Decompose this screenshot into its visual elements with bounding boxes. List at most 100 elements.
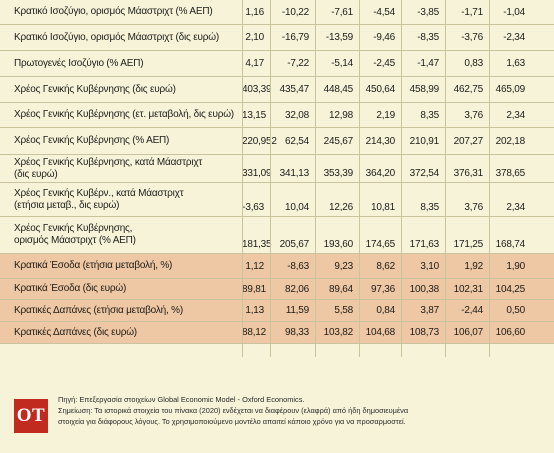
table-cell: -10,22 — [281, 6, 309, 18]
row-label-line: Χρέος Γενικής Κυβέρν., κατά Μάαστριχτ — [14, 187, 184, 199]
table-cell: -7,22 — [287, 58, 309, 69]
table-row: Κρατικό Ισοζύγιο, ορισμός Μάαστριχτ (δις… — [0, 25, 554, 51]
table-row: Χρέος Γενικής Κυβέρνησης, ορισμός Μάαστρι… — [0, 217, 554, 254]
table-cell: 181,35 — [242, 239, 272, 250]
table-cell: 3,76 — [464, 109, 483, 121]
table-row: Κρατικές Δαπάνες (ετήσια μεταβολή, %) 1,1… — [0, 300, 554, 322]
row-label: Πρωτογενές Ισοζύγιο (% ΑΕΠ) — [0, 58, 242, 70]
row-label-line: Χρέος Γενικής Κυβέρνησης (% ΑΕΠ) — [14, 135, 170, 146]
column-divider — [270, 0, 271, 357]
table-cell: 3,76 — [464, 202, 483, 213]
table-cell: 13,15 — [242, 109, 267, 121]
table-cell: -1,47 — [417, 58, 439, 69]
table-cell: 89,64 — [328, 283, 353, 295]
table-cell: 207,27 — [453, 135, 484, 147]
row-label: Χρέος Γενικής Κυβέρνησης (δις ευρώ) — [0, 84, 242, 96]
row-label-line: Χρέος Γενικής Κυβέρνησης (δις ευρώ) — [14, 83, 176, 95]
table-cell: -16,79 — [281, 32, 309, 43]
footer-notes: Πηγή: Επεξεργασία στοιχείων Global Econo… — [58, 394, 544, 427]
table-cell: 9,23 — [334, 260, 353, 272]
table-cell: -3,85 — [417, 6, 439, 18]
table-cell: -1,04 — [503, 6, 525, 18]
table-row: Χρέος Γενικής Κυβέρνησης (δις ευρώ) 403,3… — [0, 77, 554, 103]
table-cell: 193,60 — [323, 239, 354, 250]
table-cell: -2,34 — [503, 32, 525, 43]
note-text-line-2: στοιχεία για διάφορους λόγους. Το χρησιμ… — [58, 417, 406, 426]
table-cell: 32,08 — [284, 109, 309, 121]
table-cell: 448,45 — [323, 84, 354, 95]
table-cell: 220,952 — [242, 135, 277, 147]
table-cell: 106,60 — [495, 327, 526, 338]
table-cell: -8,63 — [287, 260, 309, 272]
table-cell: 214,30 — [365, 135, 396, 147]
table-cell: -7,61 — [331, 6, 353, 18]
table-cell: 103,82 — [323, 327, 354, 338]
table-row: Χρέος Γενικής Κυβέρνησης (% ΑΕΠ) 220,952 6… — [0, 128, 554, 155]
table-cell: 465,09 — [495, 84, 526, 95]
table-cell: -13,59 — [325, 32, 353, 43]
row-label-line: ορισμός Μάαστριχτ (% ΑΕΠ) — [14, 235, 136, 246]
row-label-line: Χρέος Γενικής Κυβέρνησης, — [14, 223, 133, 234]
table-row: Κρατικές Δαπάνες (δις ευρώ) 88,12 98,33 103… — [0, 322, 554, 344]
table-cell: 3,10 — [420, 260, 439, 272]
column-divider — [401, 0, 402, 357]
row-label: Χρέος Γενικής Κυβέρνησης (ετ. μεταβολή, … — [0, 109, 242, 121]
row-label-line: Κρατικές Δαπάνες (δις ευρώ) — [14, 326, 137, 338]
table-cell: 378,65 — [495, 168, 526, 179]
table-cell: 104,68 — [365, 327, 396, 338]
table-cell: -5,14 — [331, 58, 353, 69]
table-cell: 205,67 — [279, 239, 310, 250]
table-row: Κρατικό Ισοζύγιο, ορισμός Μάαστριχτ (% Α… — [0, 0, 554, 25]
table-cell: 1,16 — [245, 6, 264, 18]
table-row: Κρατικά Έσοδα (ετήσια μεταβολή, %) 1,12 -8… — [0, 254, 554, 279]
table-cell: 171,25 — [453, 239, 484, 250]
table-row: Κρατικά Έσοδα (δις ευρώ) 89,81 82,06 89,64 9… — [0, 279, 554, 300]
table-cell: 1,12 — [245, 260, 264, 272]
table-cell: 0,84 — [376, 305, 395, 316]
table-cell: 0,50 — [506, 305, 525, 316]
table-cell: 202,18 — [495, 135, 526, 147]
table-cell: 331,09 — [242, 168, 272, 179]
row-label-line: Κρατικά Έσοδα (ετήσια μεταβολή, %) — [14, 260, 173, 271]
footer: OT Πηγή: Επεξεργασία στοιχείων Global Ec… — [0, 374, 554, 453]
table-row: Πρωτογενές Ισοζύγιο (% ΑΕΠ) 4,17 -7,22 -5,1… — [0, 51, 554, 77]
table-cell: 89,81 — [242, 283, 267, 295]
column-divider — [315, 0, 316, 357]
row-label-line: Κρατικές Δαπάνες (ετήσια μεταβολή, %) — [14, 304, 183, 316]
table-cell: 0,83 — [464, 58, 483, 69]
table-cell: 97,36 — [370, 283, 395, 295]
row-label-line: Κρατικό Ισοζύγιο, ορισμός Μάαστριχτ (% Α… — [14, 6, 213, 17]
row-label: Κρατικά Έσοδα (ετήσια μεταβολή, %) — [0, 260, 242, 272]
row-label-line: (ετήσια μεταβ., δις ευρώ) — [14, 199, 120, 211]
table-cell: 10,04 — [284, 202, 309, 213]
row-label: Κρατικά Έσοδα (δις ευρώ) — [0, 283, 242, 295]
fiscal-data-table: Κρατικό Ισοζύγιο, ορισμός Μάαστριχτ (% Α… — [0, 0, 554, 357]
table-cell: 376,31 — [453, 168, 484, 179]
row-label: Χρέος Γενικής Κυβέρνησης (% ΑΕΠ) — [0, 135, 242, 147]
table-cell: 450,64 — [365, 84, 396, 95]
table-cell: 1,63 — [506, 58, 525, 69]
column-divider — [242, 0, 243, 357]
table-row: Χρέος Γενικής Κυβέρνησης (ετ. μεταβολή, … — [0, 103, 554, 128]
row-label-line: Χρέος Γενικής Κυβέρνησης (ετ. μεταβολή, … — [14, 109, 234, 120]
table-cell: -4,54 — [373, 6, 395, 18]
table-cell: 106,07 — [453, 327, 484, 338]
table-cell: 2,10 — [245, 32, 264, 43]
column-divider — [359, 0, 360, 357]
table-cell: 1,92 — [464, 260, 483, 272]
table-cell: 2,34 — [506, 202, 525, 213]
row-label-line: Κρατικό Ισοζύγιο, ορισμός Μάαστριχτ (δις… — [14, 31, 219, 43]
table-cell: -2,44 — [461, 305, 483, 316]
column-divider — [489, 0, 490, 357]
source-text: Πηγή: Επεξεργασία στοιχείων Global Econo… — [58, 395, 305, 404]
table-cell: 102,31 — [453, 283, 484, 295]
table-row: Χρέος Γενικής Κυβέρνησης, κατά Μάαστριχτ… — [0, 155, 554, 183]
table-cell: 403,39 — [242, 84, 272, 95]
row-label: Κρατικό Ισοζύγιο, ορισμός Μάαστριχτ (% Α… — [0, 6, 242, 18]
table-cell: 82,06 — [284, 283, 309, 295]
row-label: Χρέος Γενικής Κυβέρνησης, κατά Μάαστριχτ… — [0, 157, 242, 181]
table-cell: 12,98 — [328, 109, 353, 121]
row-label: Κρατικές Δαπάνες (δις ευρώ) — [0, 327, 242, 339]
row-label-line: Πρωτογενές Ισοζύγιο (% ΑΕΠ) — [14, 57, 144, 69]
row-label-line: Κρατικά Έσοδα (δις ευρώ) — [14, 283, 127, 294]
